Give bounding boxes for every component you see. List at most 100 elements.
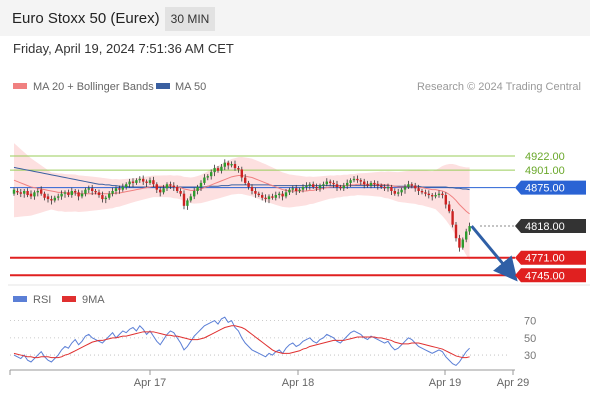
price-tag-label: 4901.00 <box>525 165 565 177</box>
price-tags: 4922.00 4901.00 4875.00 4818.00 4771.00 4745.… <box>515 151 586 283</box>
candle-body <box>448 204 451 212</box>
candle <box>36 188 39 197</box>
candle-body <box>380 185 383 187</box>
candle-body <box>410 184 413 186</box>
candle <box>315 183 318 191</box>
candle <box>186 198 189 210</box>
candle <box>417 184 420 196</box>
candle <box>67 189 70 198</box>
candle <box>424 189 427 197</box>
candle <box>77 189 80 201</box>
price-tag-label: 4922.00 <box>525 151 565 163</box>
candle-body <box>468 226 471 232</box>
candle <box>237 166 240 173</box>
ma50-legend-swatch <box>156 83 170 89</box>
candle-body <box>278 193 281 196</box>
candle-body <box>284 192 288 197</box>
candle <box>468 222 471 235</box>
candle-body <box>131 181 135 183</box>
candle-body <box>121 186 124 190</box>
candle-body <box>454 224 458 239</box>
candle-body <box>274 195 277 198</box>
candle <box>74 188 77 196</box>
candle-body <box>206 176 209 178</box>
candle <box>376 180 379 190</box>
candle-body <box>213 168 216 173</box>
candle <box>465 228 468 243</box>
candle-body <box>169 184 172 186</box>
candle <box>155 182 158 194</box>
candle-body <box>441 193 444 196</box>
candle-body <box>19 192 22 194</box>
candle <box>366 180 369 188</box>
candle <box>325 178 328 187</box>
credit-label: Research © 2024 Trading Central <box>417 81 581 93</box>
candle-body <box>148 180 152 183</box>
time-tick-label: Apr 17 <box>134 377 166 389</box>
price-tag-4818.00: 4818.00 <box>515 219 586 234</box>
candle-body <box>383 186 386 189</box>
time-axis-ticks: Apr 17 Apr 18 Apr 19 Apr 29 <box>9 370 529 389</box>
candle-body <box>80 193 84 197</box>
bollinger-bands <box>14 143 470 261</box>
header-bar: Euro Stoxx 50 (Eurex) 30 MIN <box>0 0 590 36</box>
candle-body <box>46 196 50 200</box>
candle-body <box>444 195 447 205</box>
candle-body <box>352 178 356 181</box>
candle <box>125 182 128 190</box>
candle <box>220 164 223 174</box>
ma20-legend-label: MA 20 + Bollinger Bands <box>33 81 154 93</box>
candle <box>301 184 305 193</box>
price-tag-label: 4818.00 <box>525 221 565 233</box>
candle-body <box>33 192 36 197</box>
candle <box>267 194 271 204</box>
bollinger-band-area <box>14 143 470 261</box>
candle-body <box>233 164 237 169</box>
timeframe-button[interactable]: 30 MIN <box>165 7 215 31</box>
candle-body <box>199 182 203 187</box>
candle-body <box>250 186 254 191</box>
candle-body <box>152 180 155 185</box>
candle-body <box>264 197 267 200</box>
candle <box>431 193 434 201</box>
candle <box>199 180 203 191</box>
candle-body <box>108 193 111 198</box>
candle <box>46 193 50 203</box>
candle-body <box>50 199 53 201</box>
rsi-legend-label: RSI <box>33 294 51 306</box>
candle-body <box>176 186 179 191</box>
candle <box>114 186 118 195</box>
candle-body <box>87 188 90 190</box>
candle <box>359 178 362 185</box>
candle-body <box>390 186 393 191</box>
candle <box>203 174 206 185</box>
price-tag-label: 4875.00 <box>525 183 565 195</box>
rsi-tick-label: 50 <box>524 333 536 345</box>
candle <box>400 187 403 196</box>
candle <box>128 178 131 188</box>
candle-body <box>261 195 264 198</box>
candle-body <box>386 186 390 189</box>
candle <box>108 191 111 200</box>
candle <box>29 190 33 200</box>
ma9-legend-swatch <box>62 296 76 302</box>
candle <box>274 191 277 201</box>
candle <box>444 192 447 209</box>
candle <box>390 184 393 196</box>
candle <box>118 185 121 194</box>
candle-body <box>403 186 407 190</box>
candle-body <box>322 184 325 186</box>
candle <box>281 191 284 201</box>
candle <box>298 187 301 194</box>
price-tag-4922.00: 4922.00 <box>525 151 565 163</box>
candle <box>407 180 410 189</box>
candle-body <box>393 191 396 194</box>
candles <box>12 159 471 252</box>
candle <box>250 184 254 195</box>
candle <box>305 182 308 191</box>
candle <box>162 184 165 195</box>
candle <box>70 187 73 198</box>
candle-body <box>431 195 434 197</box>
candle-body <box>182 193 186 206</box>
candle-body <box>142 178 145 182</box>
